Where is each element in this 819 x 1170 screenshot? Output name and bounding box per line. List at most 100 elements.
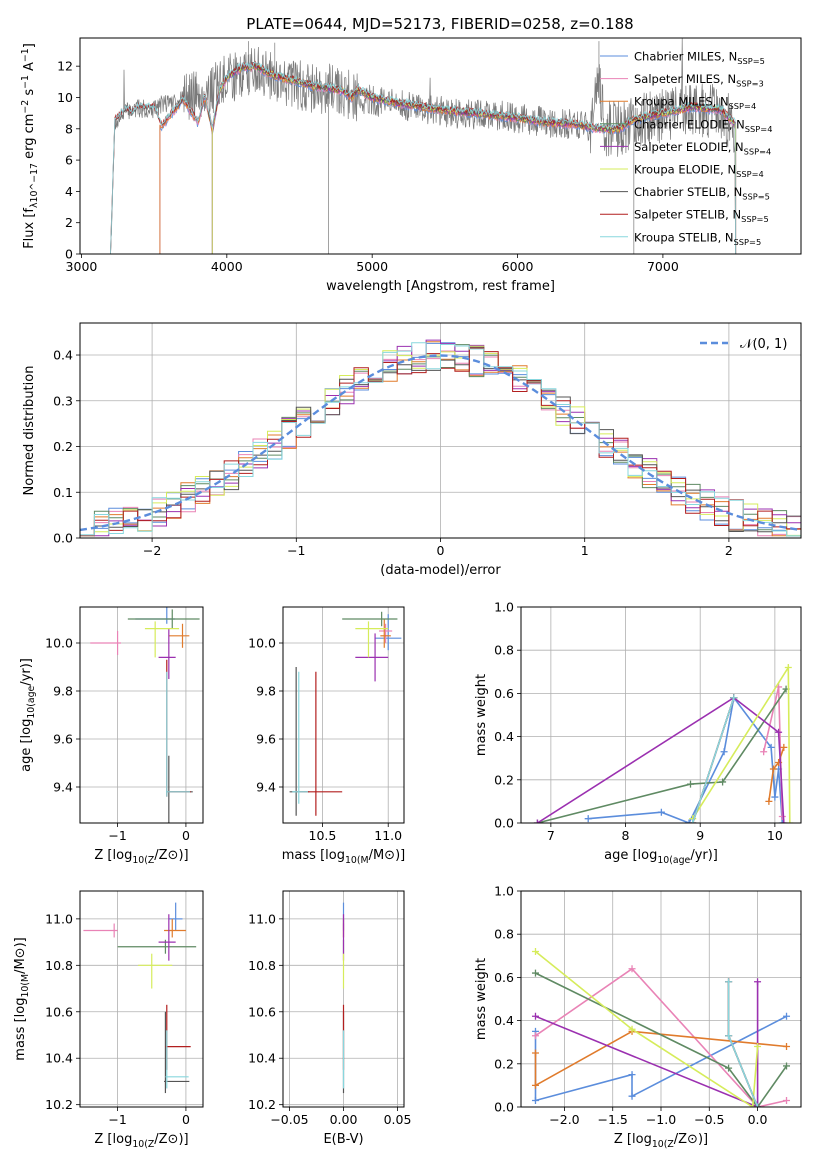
weight-marker	[749, 1103, 757, 1107]
y-tick-label: 1.0	[494, 884, 514, 899]
x-tick-label: 3000	[66, 259, 98, 274]
legend-label-chabrier_elodie: Chabrier ELODIE, NSSP=4​	[634, 117, 772, 133]
axes-background	[80, 607, 203, 823]
x-tick-label: 0	[182, 828, 190, 843]
x-tick-label: 0.0	[748, 1112, 768, 1127]
y-tick-label: 10.0	[248, 636, 276, 651]
y-axis-label: Flux [fλ10^−17​ erg cm−2​ s−1​ A−1​]	[20, 43, 40, 249]
y-tick-label: 11.0	[45, 911, 73, 926]
y-tick-label: 11.0	[248, 911, 276, 926]
x-tick-label: −1	[108, 828, 126, 843]
y-tick-label: 0.8	[494, 643, 514, 658]
weight-marker	[778, 819, 786, 823]
y-tick-label: 9.8	[53, 684, 73, 699]
axes-frame	[79, 37, 802, 255]
axes-weight-vs-age: 7 8 9 10 0.0 0.2 0.4 0.6 0.8 1.0 age [log10(age​/y…	[474, 600, 802, 866]
error-point-chabrier_stelib	[164, 1011, 190, 1094]
x-axis-label: age [log10(age​/yr)]	[604, 848, 718, 866]
weight-marker	[657, 808, 665, 816]
axes-weight-vs-Z: −2.0 −1.5 −1.0 −0.5 0.0 0.0 0.2 0.4 0.6 0.8 1.0 Z […	[474, 884, 802, 1150]
legend-label-salpeter_elodie: Salpeter ELODIE, NSSP=4​	[634, 140, 771, 156]
x-axis-label: Z [log10(Z​/Z⊙)]	[94, 1132, 188, 1150]
weight-line	[535, 981, 759, 1107]
y-tick-label: 6	[65, 153, 73, 168]
y-tick-label: 0.0	[494, 1100, 514, 1115]
y-axis-label: mass weight	[474, 958, 489, 1040]
error-point-kroupa_stelib	[165, 1030, 189, 1089]
error-point-chabrier_elodie	[127, 609, 200, 629]
y-tick-label: 9.6	[256, 732, 276, 747]
y-tick-label: 10.2	[248, 1097, 276, 1112]
weight-series-kroupa_stelib	[689, 694, 738, 823]
y-axis-label: Normed distribution	[22, 366, 37, 496]
legend-label-kroupa_stelib: Kroupa STELIB, NSSP=5​	[634, 230, 761, 246]
data-spectrum-line	[110, 38, 736, 254]
axes-frame	[79, 890, 204, 1108]
weight-marker	[760, 748, 768, 756]
weight-line	[536, 696, 785, 823]
x-tick-label: −2	[143, 543, 161, 558]
y-axis-label: age [log10(age​/yr)]	[19, 658, 37, 772]
weight-marker	[754, 1103, 762, 1107]
weight-marker	[783, 1043, 791, 1051]
weight-marker	[765, 797, 773, 805]
axes-frame	[520, 890, 802, 1108]
weight-marker	[533, 819, 541, 823]
x-tick-label: 0	[437, 543, 445, 558]
error-point-salpeter_miles	[379, 623, 393, 643]
weight-line	[534, 950, 759, 1107]
weight-marker	[767, 743, 775, 751]
weight-marker	[771, 793, 779, 801]
weight-line	[691, 697, 735, 823]
series-line-kroupa_stelib	[110, 61, 737, 254]
axes-decor: 7 8 9 10 0.0 0.2 0.4 0.6 0.8 1.0 age [log10(age​/y…	[474, 600, 802, 866]
error-point-kroupa_elodie	[144, 621, 180, 658]
legend-label-chabrier_stelib: Chabrier STELIB, NSSP=5​	[634, 185, 770, 201]
axes-decor: −1 0 9.4 9.6 9.8 10.0 Z [log10(Z​/Z⊙)] age [log…	[19, 606, 204, 866]
legend-label-normal: 𝒩(0, 1)	[740, 337, 787, 352]
legend-label-chabrier_miles: Chabrier MILES, NSSP=5​	[634, 50, 765, 66]
normal-curve	[80, 354, 801, 532]
axes-decor: −1 0 10.2 10.4 10.6 10.8 11.0 Z [log10(Z​/Z⊙)] m…	[13, 890, 204, 1150]
axes-decor: −2.0 −1.5 −1.0 −0.5 0.0 0.0 0.2 0.4 0.6 0.8 1.0 Z […	[474, 884, 802, 1150]
error-point-kroupa_stelib	[166, 671, 191, 797]
weight-marker	[628, 1071, 636, 1079]
weight-marker	[783, 1097, 791, 1105]
y-tick-label: 0.3	[53, 393, 73, 408]
y-tick-label: 0.0	[494, 816, 514, 831]
axes-background	[80, 38, 801, 254]
weight-marker	[725, 1032, 733, 1040]
weight-series-kroupa_miles	[765, 743, 788, 805]
x-tick-label: 1	[581, 543, 589, 558]
x-tick-label: 7	[547, 828, 555, 843]
y-axis-label: mass weight	[474, 674, 489, 756]
x-tick-label: 0.00	[330, 1112, 358, 1127]
y-tick-label: 10.0	[45, 636, 73, 651]
x-axis-label: E(B-V)	[323, 1132, 363, 1147]
weight-line	[534, 1030, 787, 1087]
weight-marker	[531, 1012, 539, 1020]
axes-residuals: −2 −1 0 1 2 0.0 0.1 0.2 0.3 0.4 (data-model)/error…	[22, 322, 802, 578]
x-axis-label: (data-model)/error	[380, 563, 501, 578]
error-point-kroupa_miles	[168, 623, 190, 648]
error-point-salpeter_miles	[83, 923, 118, 938]
x-tick-label: 7000	[647, 259, 679, 274]
y-tick-label: 9.6	[53, 732, 73, 747]
axes-frame	[282, 890, 405, 1108]
weight-marker	[786, 819, 794, 823]
weight-marker	[783, 1012, 791, 1020]
x-tick-label: 10.5	[309, 828, 337, 843]
weight-marker	[725, 1064, 733, 1072]
x-tick-label: 4000	[211, 259, 243, 274]
error-point-chabrier_miles	[375, 614, 402, 651]
weight-marker	[784, 663, 792, 671]
error-point-kroupa_miles	[380, 619, 391, 648]
legend-label-salpeter_stelib: Salpeter STELIB, NSSP=5​	[634, 208, 769, 224]
axes-mass-vs-ebv: −0.05 0.00 0.05 10.2 10.4 10.6 10.8 11.0 E(B-V)	[248, 890, 411, 1147]
y-tick-label: 0.6	[494, 970, 514, 985]
legend: Chabrier MILES, NSSP=5​ Salpeter MILES, N…	[600, 50, 772, 247]
weight-marker	[531, 1081, 539, 1089]
y-tick-label: 2	[65, 215, 73, 230]
error-point-salpeter_elodie	[355, 633, 389, 682]
